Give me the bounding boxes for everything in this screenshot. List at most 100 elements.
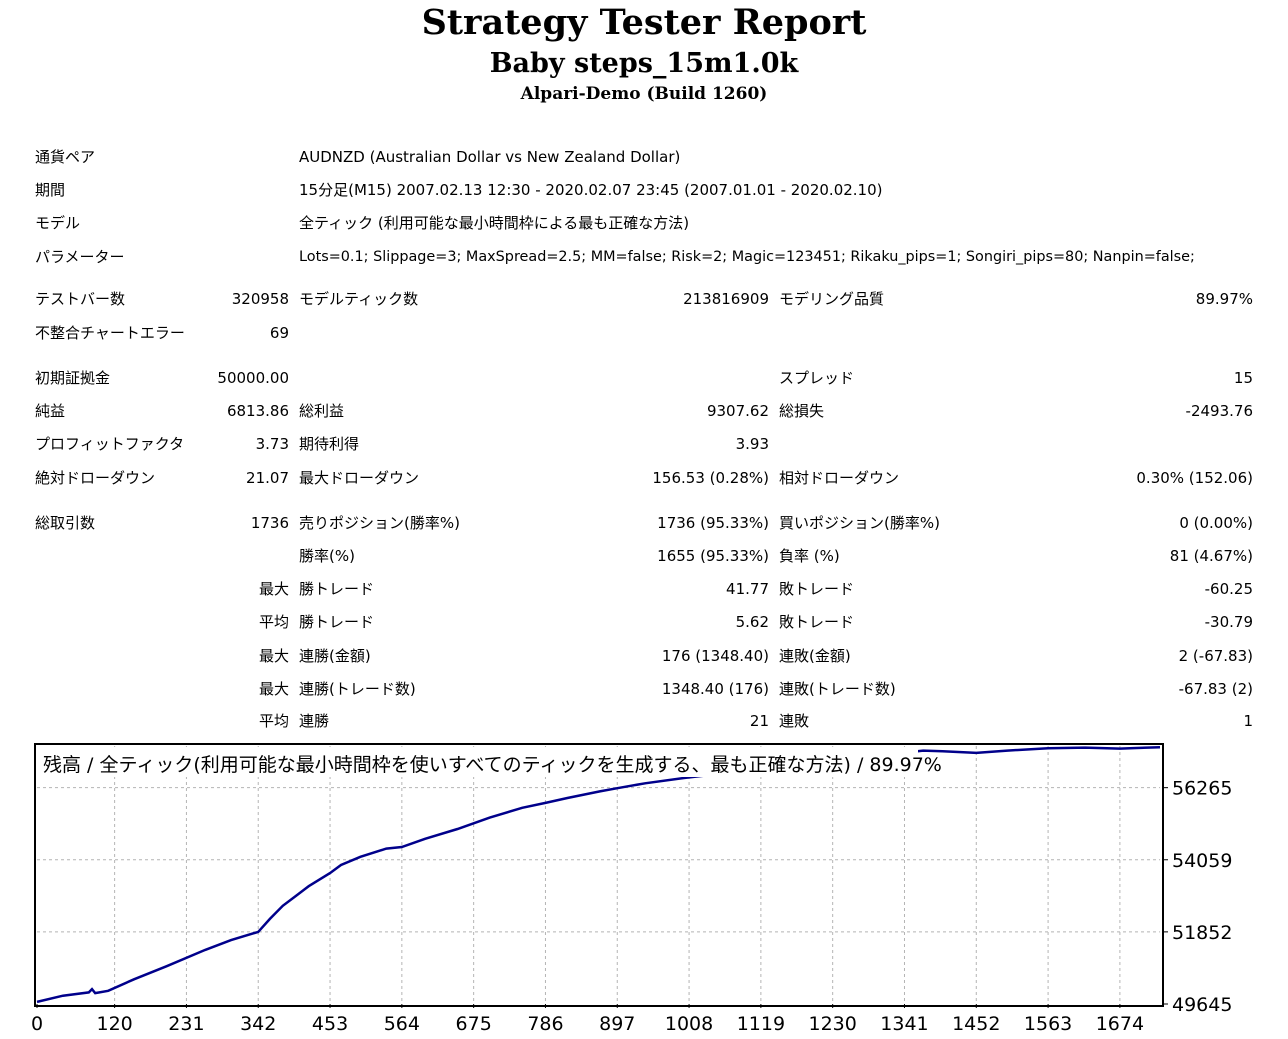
avg-loss-value: -30.79: [1204, 613, 1253, 631]
model-label: モデル: [35, 214, 81, 232]
avg-win-label: 勝トレード: [299, 613, 375, 631]
chart-caption-bg: [38, 747, 918, 777]
avg-consec-loss-label: 連敗: [779, 712, 810, 730]
avg-win-value: 5.62: [735, 613, 769, 631]
x-tick-label: 1008: [665, 1013, 713, 1035]
max-consec-win-trades-value: 1348.40 (176): [661, 680, 769, 698]
largest-loss-value: -60.25: [1204, 580, 1253, 598]
spread-label: スプレッド: [779, 369, 855, 387]
x-tick-label: 453: [312, 1013, 348, 1035]
net-label: 純益: [35, 402, 66, 420]
x-tick-label: 1230: [808, 1013, 856, 1035]
x-tick-label: 786: [527, 1013, 563, 1035]
net-value: 6813.86: [226, 402, 289, 420]
max-consec-loss-trades-value: -67.83 (2): [1178, 680, 1253, 698]
mismatch-label: 不整合チャートエラー: [35, 324, 185, 342]
avg-loss-label: 敗トレード: [779, 613, 855, 631]
max-consec-win-value: 176 (1348.40): [661, 647, 769, 665]
model-ticks-value: 213816909: [683, 290, 769, 308]
x-tick-label: 675: [456, 1013, 492, 1035]
long-label: 買いポジション(勝率%): [779, 514, 940, 532]
average-prefix: 平均: [258, 613, 289, 631]
x-tick-label: 1452: [952, 1013, 1000, 1035]
largest-win-value: 41.77: [726, 580, 769, 598]
x-tick-label: 564: [384, 1013, 420, 1035]
params-label: パラメーター: [35, 248, 125, 266]
expected-value: 3.93: [735, 435, 769, 453]
avg-prefix-2: 平均: [258, 712, 289, 730]
y-tick-label: 51852: [1172, 922, 1232, 944]
max-consec-loss-trades-label: 連敗(トレード数): [779, 680, 896, 698]
x-tick-label: 120: [96, 1013, 132, 1035]
deposit-value: 50000.00: [217, 369, 289, 387]
max-consec-win-label: 連勝(金額): [299, 647, 371, 665]
chart-frame: [34, 743, 1164, 1007]
max-consec-loss-label: 連敗(金額): [779, 647, 851, 665]
chart-caption: 残高 / 全ティック(利用可能な最小時間枠を使いすべてのティックを生成する、最も…: [43, 754, 942, 776]
period-value: 15分足(M15) 2007.02.13 12:30 - 2020.02.07 …: [299, 181, 883, 199]
x-tick-label: 897: [599, 1013, 635, 1035]
max-prefix-1: 最大: [258, 647, 289, 665]
total-trades-value: 1736: [250, 514, 289, 532]
win-value: 1655 (95.33%): [657, 547, 769, 565]
largest-prefix: 最大: [258, 580, 289, 598]
x-axis-ticks: 0 120 231 342 453 564 675 786 897 1008 1119 1230 134…: [31, 1004, 1144, 1035]
long-value: 0 (0.00%): [1179, 514, 1253, 532]
loss-value: 81 (4.67%): [1169, 547, 1253, 565]
rel-dd-label: 相対ドローダウン: [779, 469, 900, 487]
x-tick-label: 231: [168, 1013, 204, 1035]
y-tick-label: 49645: [1172, 994, 1232, 1016]
abs-dd-label: 絶対ドローダウン: [35, 469, 156, 487]
gross-loss-label: 総損失: [779, 402, 825, 420]
y-tick-label: 54059: [1172, 850, 1232, 872]
pf-label: プロフィットファクタ: [35, 435, 185, 453]
params-value: Lots=0.1; Slippage=3; MaxSpread=2.5; MM=…: [299, 249, 1195, 265]
symbol-label: 通貨ペア: [35, 148, 96, 166]
avg-consec-loss-value: 1: [1243, 712, 1253, 730]
model-value: 全ティック (利用可能な最小時間枠による最も正確な方法): [299, 214, 690, 232]
model-ticks-label: モデルティック数: [299, 290, 419, 308]
win-label: 勝率(%): [299, 547, 355, 565]
avg-consec-win-value: 21: [749, 712, 769, 730]
largest-loss-label: 敗トレード: [779, 580, 855, 598]
max-consec-win-trades-label: 連勝(トレード数): [299, 680, 416, 698]
gross-loss-value: -2493.76: [1185, 402, 1253, 420]
rel-dd-value: 0.30% (152.06): [1136, 469, 1253, 487]
max-consec-loss-value: 2 (-67.83): [1178, 647, 1253, 665]
test-bars-label: テストバー数: [35, 290, 126, 308]
period-label: 期間: [35, 181, 66, 199]
x-tick-label: 0: [31, 1013, 43, 1035]
x-tick-label: 342: [240, 1013, 276, 1035]
max-dd-label: 最大ドローダウン: [299, 469, 420, 487]
y-axis-ticks: 49645 51852 54059 56265: [1163, 778, 1232, 1016]
largest-win-label: 勝トレード: [299, 580, 375, 598]
loss-label: 負率 (%): [779, 547, 840, 565]
mismatch-value: 69: [269, 324, 289, 342]
spread-value: 15: [1233, 369, 1253, 387]
expected-label: 期待利得: [299, 435, 360, 453]
pf-value: 3.73: [255, 435, 289, 453]
avg-consec-win-label: 連勝: [299, 712, 330, 730]
gross-profit-value: 9307.62: [706, 402, 769, 420]
y-tick-label: 56265: [1172, 778, 1232, 800]
max-prefix-2: 最大: [258, 680, 289, 698]
abs-dd-value: 21.07: [246, 469, 289, 487]
report-title: Strategy Tester Report: [421, 2, 867, 43]
gross-profit-label: 総利益: [299, 402, 345, 420]
server-build: Alpari-Demo (Build 1260): [520, 84, 768, 104]
test-bars-value: 320958: [231, 290, 289, 308]
model-quality-label: モデリング品質: [779, 290, 885, 308]
x-tick-label: 1674: [1096, 1013, 1144, 1035]
balance-series-line: [36, 746, 1161, 1004]
x-tick-label: 1341: [880, 1013, 928, 1035]
x-tick-label: 1563: [1024, 1013, 1072, 1035]
short-label: 売りポジション(勝率%): [299, 514, 460, 532]
max-dd-value: 156.53 (0.28%): [652, 469, 769, 487]
model-quality-value: 89.97%: [1195, 290, 1253, 308]
x-tick-label: 1119: [737, 1013, 785, 1035]
short-value: 1736 (95.33%): [657, 514, 769, 532]
chart-grid: [37, 746, 1160, 1004]
ea-name: Baby steps_15m1.0k: [489, 48, 799, 79]
total-trades-label: 総取引数: [35, 514, 96, 532]
